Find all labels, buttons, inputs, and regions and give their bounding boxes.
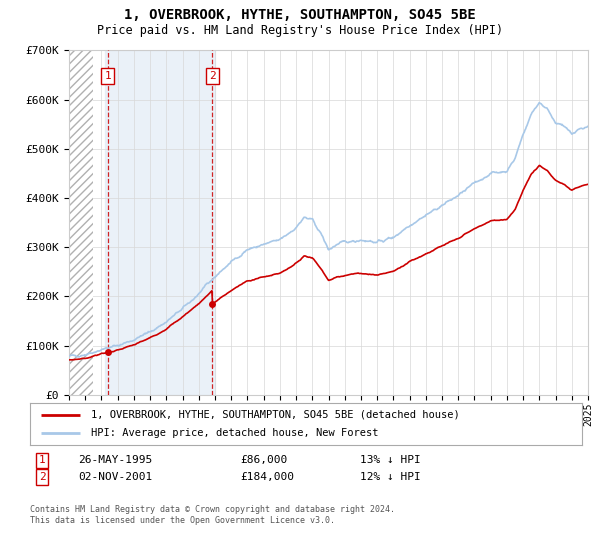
- Bar: [69, 50, 94, 395]
- Text: 1: 1: [38, 455, 46, 465]
- Text: £86,000: £86,000: [240, 455, 287, 465]
- Text: £184,000: £184,000: [240, 472, 294, 482]
- Text: 2: 2: [209, 71, 216, 81]
- Text: 1: 1: [104, 71, 111, 81]
- Text: Contains HM Land Registry data © Crown copyright and database right 2024.
This d: Contains HM Land Registry data © Crown c…: [30, 505, 395, 525]
- Text: 2: 2: [38, 472, 46, 482]
- Text: Price paid vs. HM Land Registry's House Price Index (HPI): Price paid vs. HM Land Registry's House …: [97, 24, 503, 36]
- Bar: [105, 50, 215, 395]
- Text: 1, OVERBROOK, HYTHE, SOUTHAMPTON, SO45 5BE: 1, OVERBROOK, HYTHE, SOUTHAMPTON, SO45 5…: [124, 8, 476, 22]
- Text: 12% ↓ HPI: 12% ↓ HPI: [360, 472, 421, 482]
- Text: 02-NOV-2001: 02-NOV-2001: [78, 472, 152, 482]
- Text: HPI: Average price, detached house, New Forest: HPI: Average price, detached house, New …: [91, 428, 378, 438]
- Text: 13% ↓ HPI: 13% ↓ HPI: [360, 455, 421, 465]
- Text: 1, OVERBROOK, HYTHE, SOUTHAMPTON, SO45 5BE (detached house): 1, OVERBROOK, HYTHE, SOUTHAMPTON, SO45 5…: [91, 410, 460, 420]
- Text: 26-MAY-1995: 26-MAY-1995: [78, 455, 152, 465]
